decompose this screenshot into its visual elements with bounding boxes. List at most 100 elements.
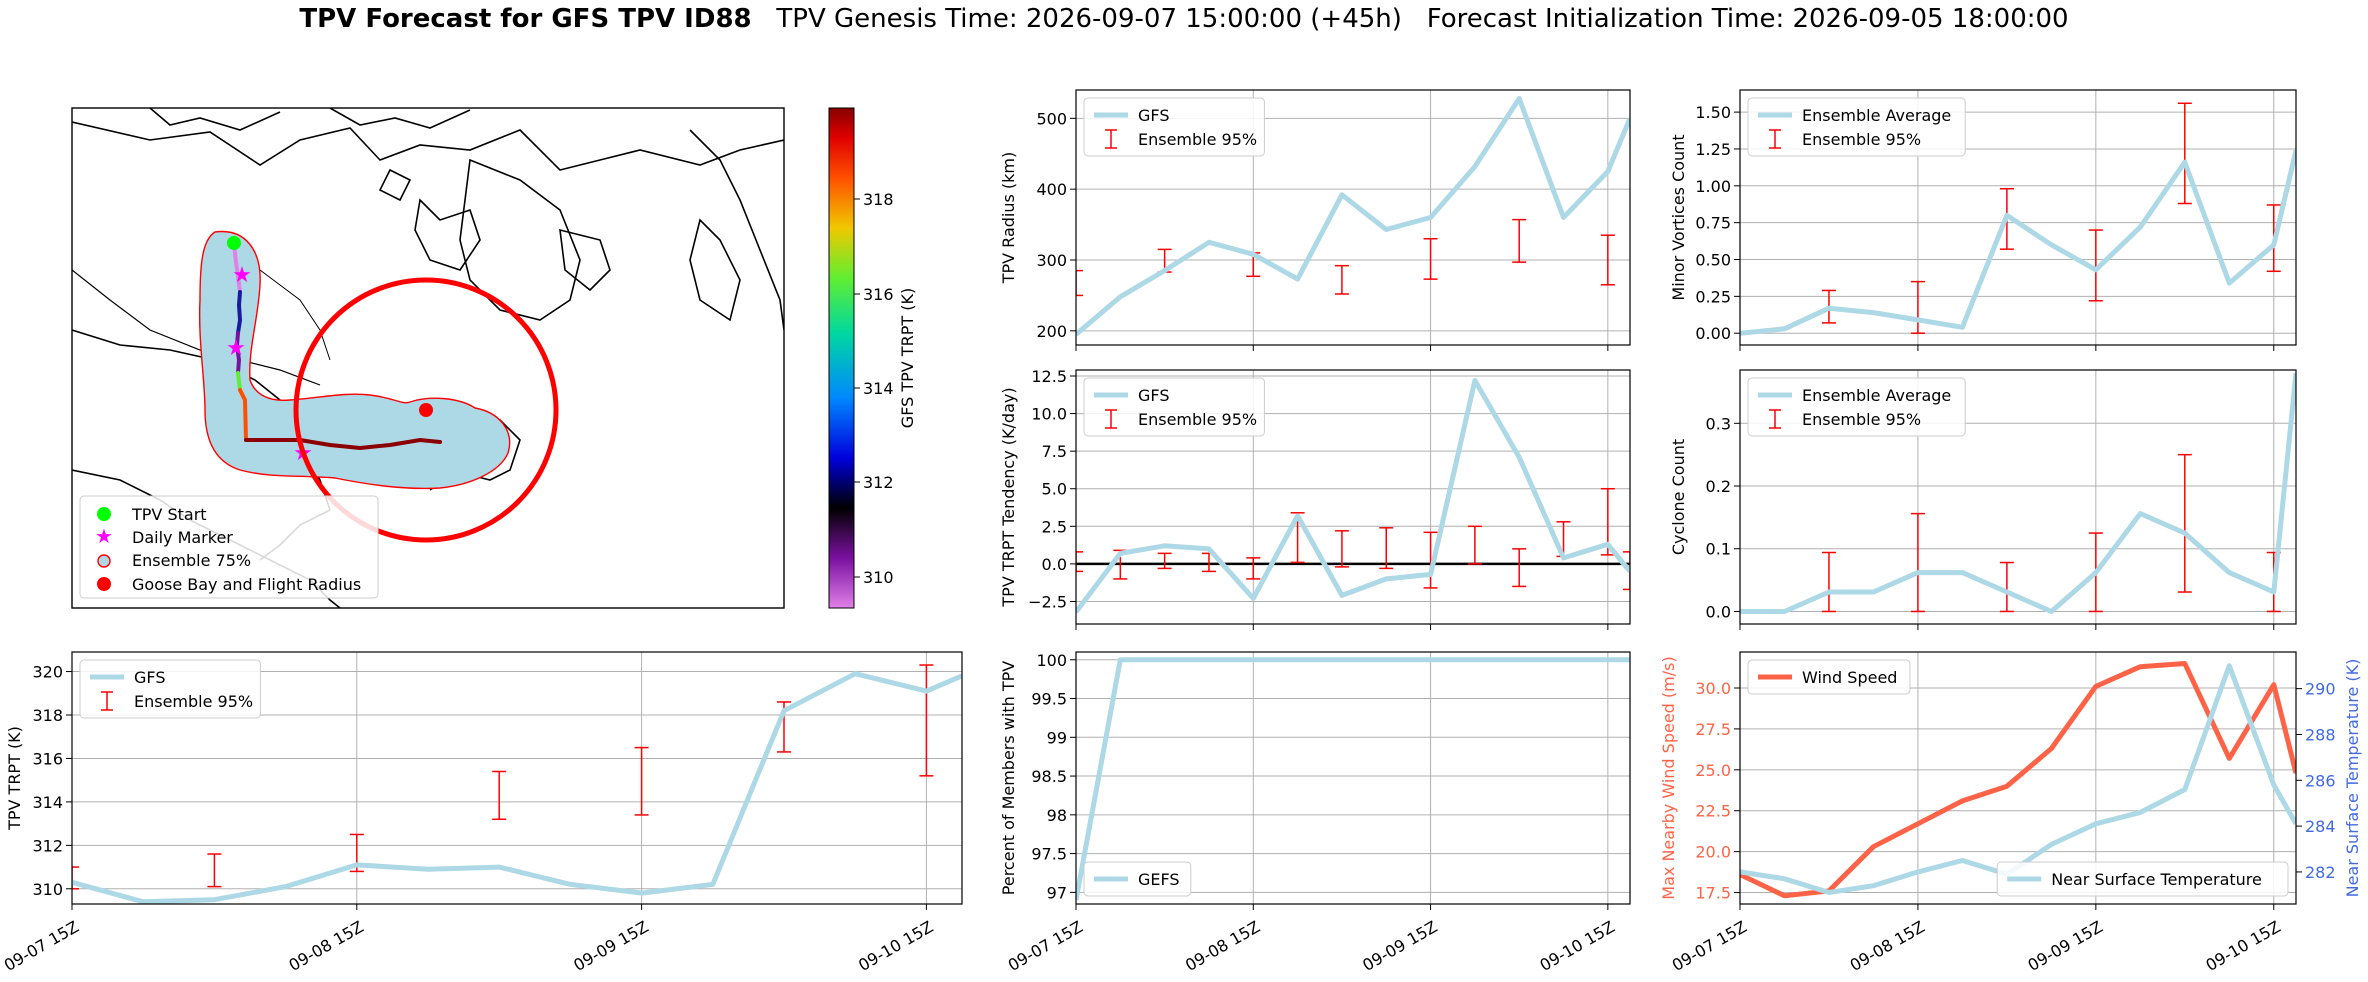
y-tick-label: 300	[1036, 251, 1067, 270]
series-line	[1076, 96, 1630, 337]
legend-swatch	[1769, 409, 1781, 429]
y-tick-label: 22.5	[1695, 802, 1731, 821]
y-axis-label: TPV Radius (km)	[999, 152, 1018, 285]
x-tick-label: 09-07 15Z	[1669, 917, 1750, 975]
y-tick-label: 0.0	[1042, 555, 1067, 574]
plot-area	[1076, 96, 1630, 337]
legend: GEFS	[1083, 861, 1192, 897]
y-tick-label: 10.0	[1031, 405, 1067, 424]
legend: Wind Speed	[1747, 659, 1911, 695]
legend-frame	[1747, 377, 1966, 437]
y-tick-label: 1.00	[1695, 177, 1731, 196]
tpv-track-map: ★ ★ ★ TPV Start ★ Daily Marker Ensemble …	[71, 107, 917, 609]
legend-goose-bay: Goose Bay and Flight Radius	[132, 575, 361, 594]
y-tick-label: 0.00	[1695, 324, 1731, 343]
y-axis-ticks: 310 312 314 316 318 320	[32, 663, 72, 899]
series-line	[1740, 149, 2296, 336]
y-axis-label: TPV TRPT (K)	[5, 726, 24, 831]
legend-label: Near Surface Temperature	[2051, 870, 2262, 889]
colorbar-tick: 318	[863, 190, 894, 209]
errorbar	[1821, 551, 1836, 613]
errorbar	[1999, 561, 2014, 613]
legend-label: GFS	[1138, 106, 1169, 125]
plot-frame	[1739, 89, 2297, 346]
map-legend: TPV Start ★ Daily Marker Ensemble 75% Go…	[79, 495, 379, 599]
errorbar	[1246, 557, 1261, 580]
errorbar	[492, 770, 507, 821]
x-axis-ticks	[1075, 345, 1609, 351]
y-tick-label: 97.5	[1031, 845, 1067, 864]
legend-daily-marker: Daily Marker	[132, 528, 233, 547]
errorbar	[1467, 525, 1482, 565]
colorbar-tick: 314	[863, 379, 894, 398]
y-tick-label: 5.0	[1042, 480, 1067, 499]
errorbar	[72, 866, 79, 890]
y2-tick-label: 284	[2305, 817, 2336, 836]
y-tick-label: 20.0	[1695, 843, 1731, 862]
y-tick-label: −2.5	[1028, 592, 1067, 611]
y-axis-ticks: 0.00 0.25 0.50 0.75 1.00 1.25 1.50	[1695, 103, 1740, 343]
legend-tpv-start: TPV Start	[131, 505, 207, 524]
y-axis-label: Max Nearby Wind Speed (m/s)	[1659, 656, 1678, 899]
chart-percent-members: 97 97.5 98 98.5 99 99.5 100 Percent of Members …	[999, 651, 1631, 975]
legend-frame	[1083, 377, 1265, 437]
y-axis-ticks: 0.0 0.1 0.2 0.3	[1706, 414, 1740, 621]
legend-label: GEFS	[1138, 870, 1180, 889]
y2-tick-label: 286	[2305, 771, 2336, 790]
errorbar	[2088, 229, 2103, 302]
x-tick-label: 09-07 15Z	[1005, 917, 1086, 975]
series-line	[1076, 657, 1630, 901]
errorbar	[2177, 453, 2192, 593]
y2-tick-label: 290	[2305, 680, 2336, 699]
y-tick-label: 316	[32, 749, 63, 768]
legend-label: Ensemble 95%	[1802, 130, 1921, 149]
plot-area	[1740, 102, 2296, 336]
y-tick-label: 0.75	[1695, 214, 1731, 233]
legend-frame	[1747, 659, 1911, 695]
y-tick-label: 0.50	[1695, 251, 1731, 270]
legend-label: Ensemble Average	[1802, 386, 1951, 405]
y-tick-label: 312	[32, 836, 63, 855]
legend-label: Ensemble 95%	[1138, 410, 1257, 429]
errorbar	[1423, 531, 1438, 589]
figure-title: TPV Forecast for GFS TPV ID88 TPV Genesi…	[0, 4, 2368, 34]
plot-frame	[1075, 369, 1631, 625]
svg-text:★: ★	[95, 524, 113, 548]
y-tick-label: 200	[1036, 322, 1067, 341]
errorbar	[1910, 512, 1925, 613]
errorbar	[207, 853, 222, 888]
y2-axis-label: Near Surface Temperature (K)	[2343, 659, 2362, 898]
colorbar-tick: 312	[863, 473, 894, 492]
y-tick-label: 98	[1047, 806, 1067, 825]
y-tick-label: 400	[1036, 180, 1067, 199]
chart-minor-vortices: 0.00 0.25 0.50 0.75 1.00 1.25 1.50 Minor Vortic…	[1669, 89, 2297, 351]
y-tick-label: 318	[32, 706, 63, 725]
goose-bay-flight-radius	[293, 277, 559, 543]
legend-label: Wind Speed	[1802, 668, 1897, 687]
errorbar	[1379, 527, 1394, 570]
y-tick-label: 99.5	[1031, 690, 1067, 709]
y-tick-label: 25.0	[1695, 761, 1731, 780]
y-tick-label: 99	[1047, 728, 1067, 747]
colorbar-ticks: 310 312 314 316 318	[854, 190, 894, 587]
legend: Ensemble Average Ensemble 95%	[1747, 97, 1966, 157]
errorbars	[1076, 218, 1615, 297]
y-tick-label: 0.25	[1695, 287, 1731, 306]
errorbar	[1423, 238, 1438, 280]
x-tick-label: 09-10 15Z	[855, 917, 936, 975]
y-tick-label: 314	[32, 793, 63, 812]
y-tick-label: 0.0	[1706, 602, 1731, 621]
series-line	[1740, 663, 2296, 895]
errorbar	[1076, 269, 1083, 297]
y-axis-ticks: 97 97.5 98 98.5 99 99.5 100	[1031, 651, 1076, 902]
y-axis-ticks: −2.5 0.0 2.5 5.0 7.5 10.0 12.5	[1028, 367, 1076, 611]
legend-label: GFS	[134, 668, 165, 687]
legend-swatch	[1105, 409, 1117, 429]
chart-tpv-radius: 200 300 400 500 TPV Radius (km) GFS Ensemble 9…	[999, 89, 1631, 351]
plot-area	[72, 664, 962, 904]
y-tick-label: 97	[1047, 883, 1067, 902]
legend-label: Ensemble 95%	[134, 692, 253, 711]
y-tick-label: 500	[1036, 109, 1067, 128]
